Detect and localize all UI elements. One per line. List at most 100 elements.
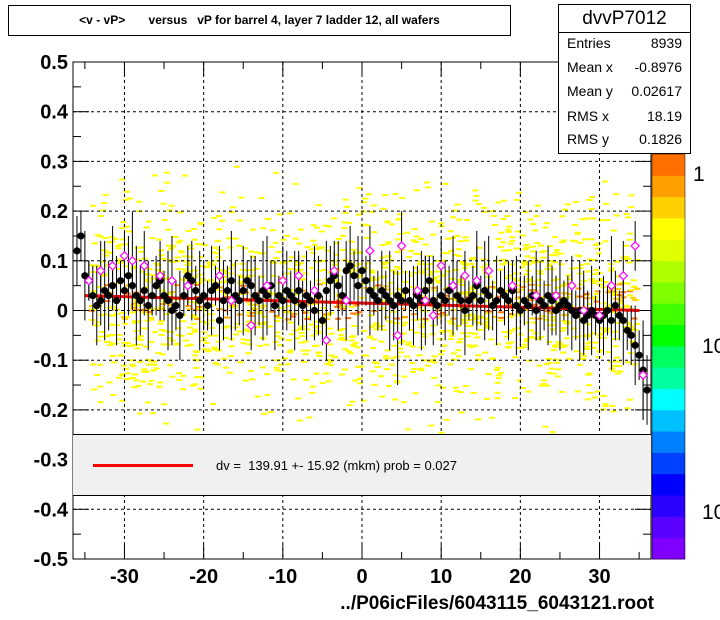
density-cell (369, 326, 375, 329)
density-cell (491, 214, 498, 217)
data-point-filled (283, 287, 291, 295)
density-cell (399, 339, 406, 342)
density-cell (409, 362, 416, 365)
density-cell (256, 344, 263, 347)
density-cell (548, 367, 555, 370)
density-cell (349, 400, 356, 403)
density-cell (180, 278, 187, 281)
data-point-filled (397, 296, 406, 305)
density-cell (161, 330, 168, 333)
density-cell (177, 211, 184, 214)
density-cell (588, 238, 595, 241)
density-cell (148, 341, 155, 344)
density-cell (413, 331, 420, 334)
density-cell (410, 371, 416, 373)
density-cell (351, 325, 358, 327)
density-cell (468, 262, 475, 265)
data-point-open (119, 250, 130, 261)
density-cell (594, 290, 601, 293)
data-point-filled (461, 306, 469, 315)
density-cell (233, 165, 240, 168)
density-cell (534, 241, 541, 244)
data-point-filled (524, 301, 532, 310)
density-cell (448, 249, 455, 252)
density-cell (313, 320, 320, 323)
density-cell (392, 374, 399, 377)
data-point-filled (477, 296, 485, 305)
density-cell (423, 181, 430, 184)
density-cell (240, 338, 247, 341)
data-point-open (618, 270, 629, 281)
density-cell (290, 378, 297, 381)
density-cell (273, 257, 280, 259)
density-cell (139, 246, 146, 249)
density-cell (526, 359, 533, 362)
density-cell (245, 330, 252, 333)
density-cell (308, 323, 315, 326)
density-cell (341, 348, 348, 351)
density-cell (319, 230, 325, 233)
data-point-filled (108, 282, 117, 290)
density-cell (201, 336, 208, 339)
data-point-filled (132, 291, 140, 300)
data-point-filled (184, 272, 192, 280)
density-cell (530, 250, 537, 253)
density-cell (430, 233, 437, 236)
density-cell (204, 266, 211, 269)
density-cell (249, 378, 256, 381)
density-cell (614, 360, 621, 363)
density-cell (489, 416, 496, 419)
density-cell (150, 277, 157, 280)
data-point-open (420, 295, 431, 306)
density-cell (587, 341, 594, 344)
density-cell (364, 224, 371, 227)
density-cell (221, 326, 228, 329)
density-cell (512, 277, 519, 280)
density-cell (207, 264, 214, 267)
density-cell (475, 203, 482, 206)
density-cell (374, 278, 380, 281)
stats-row-rms-y: RMS y 0.1826 (567, 131, 682, 153)
density-cell (123, 190, 130, 193)
density-cell (246, 343, 253, 346)
density-cell (334, 279, 341, 282)
density-cell (564, 203, 571, 206)
data-point-open (262, 280, 272, 291)
density-cell (593, 293, 600, 295)
density-cell (161, 403, 168, 406)
density-cell (514, 198, 521, 201)
density-cell (115, 244, 122, 247)
density-cell (324, 249, 331, 252)
density-cell (272, 241, 279, 244)
density-cell (418, 369, 425, 372)
density-cell (472, 189, 479, 192)
density-cell (104, 251, 111, 254)
density-cell (385, 385, 392, 387)
density-cell (408, 274, 415, 277)
density-cell (580, 355, 587, 358)
density-cell (98, 313, 105, 316)
density-cell (338, 373, 345, 376)
stats-row-rms-x: RMS x 18.19 (567, 108, 682, 130)
data-point-filled (259, 287, 267, 295)
density-cell (397, 213, 404, 216)
density-cell (504, 215, 511, 218)
data-point-filled (413, 291, 422, 300)
density-cell (591, 396, 598, 399)
density-cell (566, 278, 573, 281)
density-cell (480, 266, 487, 269)
density-cell (131, 302, 138, 305)
density-cell (552, 344, 559, 347)
density-cell (560, 351, 567, 354)
data-point-filled (453, 291, 461, 300)
density-cell (494, 381, 501, 384)
density-cell (476, 246, 483, 249)
density-cell (222, 275, 229, 278)
density-cell (540, 256, 547, 259)
density-cell (455, 355, 462, 358)
density-cell (395, 218, 402, 221)
density-cell (435, 384, 442, 387)
density-cell (285, 363, 292, 366)
density-cell (253, 251, 260, 254)
